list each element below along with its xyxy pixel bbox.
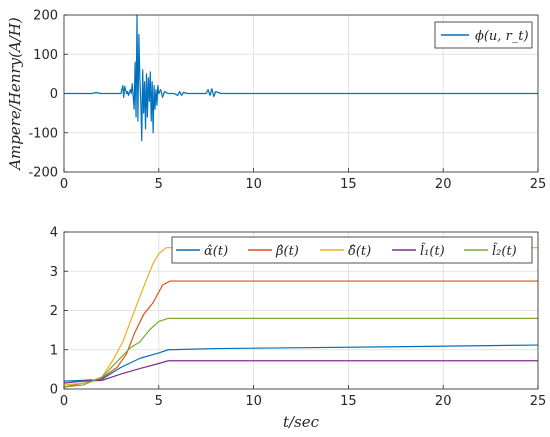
y-tick-label: 1 bbox=[50, 343, 58, 358]
legend-label: α̂(t) bbox=[204, 244, 228, 259]
legend-label: ϕ(u, r_t) bbox=[475, 29, 529, 44]
legend-label: β̂(t) bbox=[275, 244, 299, 259]
y-tick-label: 100 bbox=[33, 48, 58, 63]
x-axis-label: t/sec bbox=[283, 413, 320, 431]
axes-frame bbox=[63, 14, 539, 173]
legend-box bbox=[434, 21, 533, 49]
y-axis-label: Ampere/Henry(A/H) bbox=[6, 17, 24, 172]
y-tick-label: -200 bbox=[28, 166, 58, 181]
axes-frame bbox=[63, 231, 539, 390]
legend-label: l̂₂(t) bbox=[492, 242, 517, 259]
y-tick-label: 3 bbox=[50, 265, 58, 280]
y-tick-label: 2 bbox=[50, 304, 58, 319]
x-tick-label: 25 bbox=[530, 394, 547, 409]
y-tick-label: 4 bbox=[50, 226, 58, 241]
x-tick-label: 5 bbox=[155, 394, 163, 409]
x-tick-label: 15 bbox=[340, 177, 357, 192]
x-tick-label: 25 bbox=[530, 177, 547, 192]
series-line bbox=[63, 360, 538, 384]
x-tick-label: 10 bbox=[245, 177, 262, 192]
y-tick-label: -100 bbox=[28, 126, 58, 141]
series-line bbox=[63, 317, 538, 388]
x-tick-label: 5 bbox=[155, 177, 163, 192]
x-tick-label: 20 bbox=[435, 394, 452, 409]
x-tick-label: 0 bbox=[60, 394, 68, 409]
x-tick-label: 15 bbox=[340, 394, 357, 409]
x-tick-label: 0 bbox=[60, 177, 68, 192]
x-tick-label: 10 bbox=[245, 394, 262, 409]
y-tick-label: 0 bbox=[50, 87, 58, 102]
y-tick-label: 0 bbox=[50, 383, 58, 398]
series-line bbox=[64, 14, 538, 142]
x-tick-label: 20 bbox=[435, 177, 452, 192]
top-panel: 0 5 10 15 20 25 200 100 0 -100 -200 Ampere/Henry(A/… bbox=[6, 9, 546, 193]
y-tick-label: 200 bbox=[33, 9, 58, 24]
legend-label: l̂₁(t) bbox=[420, 242, 445, 259]
legend-label: δ̂(t) bbox=[348, 244, 371, 259]
